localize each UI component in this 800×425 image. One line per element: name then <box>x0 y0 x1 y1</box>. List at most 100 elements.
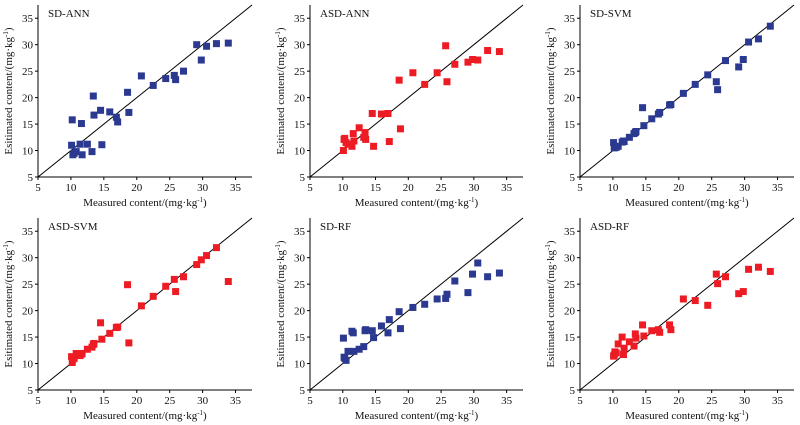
data-point <box>137 72 145 80</box>
data-point <box>712 78 720 86</box>
x-tick-label: 5 <box>307 182 313 194</box>
data-point <box>349 329 357 337</box>
data-point <box>495 48 503 56</box>
data-point <box>667 326 675 334</box>
y-tick-label: 10 <box>294 146 306 158</box>
panel-asd-svm: 5 10 15 20 25 30 35 5 10 15 20 25 30 35 ASD-SVM Measure… <box>2 217 253 422</box>
data-point <box>355 124 363 132</box>
y-tick-label: 25 <box>564 279 576 291</box>
data-point <box>339 147 347 155</box>
data-point <box>124 281 132 289</box>
data-point <box>83 140 91 148</box>
y-tick-label: 20 <box>564 306 576 318</box>
data-point <box>114 118 122 126</box>
y-tick-label: 25 <box>294 279 306 291</box>
data-point <box>385 138 393 146</box>
data-point <box>691 297 699 305</box>
data-point <box>648 327 656 335</box>
data-point <box>212 40 220 48</box>
data-point <box>197 256 205 264</box>
data-point <box>704 301 712 309</box>
data-point <box>172 288 180 296</box>
data-point <box>180 67 188 75</box>
data-point <box>620 138 628 146</box>
reference-line-1-1 <box>309 217 524 391</box>
data-point <box>125 108 133 116</box>
x-tick-label: 20 <box>673 395 685 407</box>
y-tick-label: 25 <box>22 66 34 78</box>
x-tick-label: 35 <box>230 395 242 407</box>
data-point <box>224 39 232 47</box>
data-point <box>704 71 712 79</box>
y-tick-label: 5 <box>300 385 306 397</box>
panel-title: SD-ANN <box>48 8 90 20</box>
x-tick-label: 10 <box>607 182 619 194</box>
data-point <box>409 303 417 311</box>
data-point <box>137 302 145 310</box>
y-tick-label: 20 <box>564 93 576 105</box>
y-tick-label: 15 <box>564 119 576 131</box>
y-tick-label: 35 <box>294 13 306 25</box>
data-point <box>377 322 385 330</box>
data-point <box>89 92 97 100</box>
x-tick-label: 30 <box>197 182 209 194</box>
y-axis-label: Esitimated content/(mg·kg-1) <box>544 240 557 367</box>
data-point <box>640 122 648 130</box>
x-axis-label: Measured content/(mg·kg-1) <box>83 196 207 209</box>
panel-asd-rf: 5 10 15 20 25 30 35 5 10 15 20 25 30 35 ASD-RF Measured… <box>544 217 795 422</box>
x-tick-label: 10 <box>65 182 77 194</box>
y-tick-label: 35 <box>22 226 34 238</box>
data-point <box>368 327 376 335</box>
data-point <box>766 267 774 275</box>
data-point <box>739 288 747 296</box>
data-point <box>631 330 639 338</box>
data-point <box>149 81 157 89</box>
x-tick-label: 10 <box>337 395 349 407</box>
y-tick-label: 30 <box>564 40 576 52</box>
data-point <box>667 100 675 108</box>
y-tick-label: 10 <box>22 359 34 371</box>
x-tick-label: 20 <box>403 182 415 194</box>
y-tick-label: 5 <box>28 172 34 184</box>
data-point <box>442 294 450 302</box>
x-tick-label: 35 <box>501 182 513 194</box>
y-tick-label: 10 <box>564 146 576 158</box>
data-point <box>355 345 363 353</box>
data-point <box>679 89 687 97</box>
data-point <box>170 71 178 79</box>
data-point <box>125 339 133 347</box>
data-point <box>474 259 482 267</box>
x-axis-label: Measured content/(mg·kg-1) <box>83 409 207 422</box>
data-point <box>362 326 370 334</box>
x-tick-label: 30 <box>197 395 209 407</box>
data-point <box>691 80 699 88</box>
y-tick-label: 5 <box>300 172 306 184</box>
data-point <box>618 333 626 341</box>
panel-title: SD-SVM <box>590 8 632 20</box>
data-point <box>495 269 503 277</box>
y-tick-label: 5 <box>28 385 34 397</box>
data-point <box>614 142 622 150</box>
panel-sd-rf: 5 10 15 20 25 30 35 5 10 15 20 25 30 35 SD-RF Measured … <box>274 217 524 422</box>
y-tick-label: 30 <box>22 253 34 265</box>
data-point <box>679 295 687 303</box>
data-point <box>106 329 114 337</box>
data-point <box>745 38 753 46</box>
data-point <box>212 244 220 252</box>
data-point <box>97 319 105 327</box>
x-tick-label: 20 <box>131 182 143 194</box>
panel-title: ASD-ANN <box>320 8 370 20</box>
data-point <box>395 308 403 316</box>
data-point <box>197 56 205 64</box>
data-point <box>766 22 774 30</box>
x-tick-label: 30 <box>468 395 480 407</box>
data-point <box>385 316 393 324</box>
data-point <box>630 342 638 350</box>
data-point <box>98 141 106 149</box>
data-point <box>484 273 492 281</box>
data-point <box>712 270 720 278</box>
data-point <box>714 280 722 288</box>
data-point <box>722 57 730 65</box>
data-point <box>114 323 122 331</box>
data-point <box>632 334 640 342</box>
